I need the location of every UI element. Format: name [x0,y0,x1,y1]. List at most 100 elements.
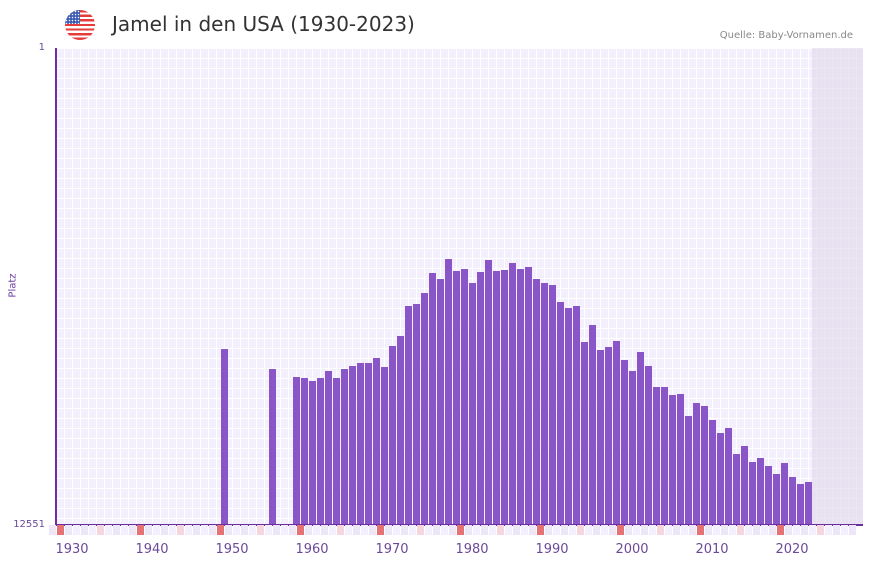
bar-1969[interactable] [380,367,388,525]
bar-1978[interactable] [452,270,460,525]
bar-1958[interactable] [292,377,300,525]
year-marker [384,525,392,535]
bar-1973[interactable] [412,304,420,525]
bar-1988[interactable] [532,278,540,525]
bar-1994[interactable] [580,341,588,525]
bar-1976[interactable] [436,278,444,525]
year-marker [176,525,184,535]
bar-1960[interactable] [308,380,316,525]
bar-2013[interactable] [732,453,740,525]
bar-1996[interactable] [596,349,604,525]
bar-1991[interactable] [556,301,564,525]
bar-2022[interactable] [804,482,812,525]
year-marker [456,525,464,535]
bar-1968[interactable] [372,358,380,525]
bar-1977[interactable] [444,258,452,525]
year-marker [472,525,480,535]
bar-1949[interactable] [220,348,228,525]
year-marker [128,525,136,535]
bar-2003[interactable] [652,387,660,525]
bar-1997[interactable] [604,347,612,525]
bar-2005[interactable] [668,394,676,525]
bar-1974[interactable] [420,293,428,525]
year-marker [416,525,424,535]
year-marker [64,525,72,535]
bar-2020[interactable] [788,477,796,525]
bar-1975[interactable] [428,273,436,525]
bar-2021[interactable] [796,483,804,525]
bar-1979[interactable] [460,268,468,525]
year-marker [232,525,240,535]
bar-2000[interactable] [628,370,636,525]
x-axis-line [55,524,863,526]
year-marker [408,525,416,535]
bar-1992[interactable] [564,307,572,525]
year-marker [256,525,264,535]
bar-1983[interactable] [492,271,500,525]
year-marker [104,525,112,535]
bar-1980[interactable] [468,283,476,525]
bar-1998[interactable] [612,340,620,525]
bar-2017[interactable] [764,465,772,525]
year-marker [80,525,88,535]
year-marker [592,525,600,535]
year-marker [632,525,640,535]
year-marker [768,525,776,535]
bar-1959[interactable] [300,378,308,525]
year-marker [848,525,856,535]
bar-2018[interactable] [772,473,780,525]
bar-2015[interactable] [748,462,756,525]
bar-1981[interactable] [476,272,484,525]
year-marker [56,525,64,535]
bar-1989[interactable] [540,283,548,525]
bar-2002[interactable] [644,366,652,525]
year-marker [560,525,568,535]
bar-1990[interactable] [548,285,556,525]
bar-2011[interactable] [716,432,724,525]
bar-1972[interactable] [404,306,412,525]
y-axis-label: Platz [7,273,19,298]
bar-1993[interactable] [572,306,580,525]
future-shade [812,48,863,525]
bar-2010[interactable] [708,420,716,525]
bar-2016[interactable] [756,457,764,525]
bar-1955[interactable] [268,369,276,525]
bar-1982[interactable] [484,259,492,525]
bar-1987[interactable] [524,266,532,525]
bar-1961[interactable] [316,378,324,525]
year-marker [616,525,624,535]
x-tick-1940: 1940 [135,542,169,557]
bar-1985[interactable] [508,263,516,525]
year-marker [608,525,616,535]
bar-2012[interactable] [724,428,732,525]
bar-1967[interactable] [364,362,372,525]
bar-1971[interactable] [396,336,404,525]
bar-1964[interactable] [340,369,348,525]
bar-2019[interactable] [780,463,788,525]
x-tick-2000: 2000 [615,542,649,557]
bar-1970[interactable] [388,346,396,525]
bar-2006[interactable] [676,393,684,525]
bar-2001[interactable] [636,351,644,525]
year-marker [248,525,256,535]
bar-1984[interactable] [500,269,508,525]
bar-2014[interactable] [740,445,748,525]
year-marker [784,525,792,535]
bar-1999[interactable] [620,359,628,525]
bar-1986[interactable] [516,268,524,525]
bar-2007[interactable] [684,415,692,525]
bar-1963[interactable] [332,378,340,525]
x-tick-2020: 2020 [775,542,809,557]
bar-1966[interactable] [356,362,364,525]
year-marker [704,525,712,535]
bar-1965[interactable] [348,366,356,525]
year-marker [88,525,96,535]
bar-1995[interactable] [588,325,596,525]
bar-2004[interactable] [660,387,668,525]
year-marker [312,525,320,535]
year-marker [320,525,328,535]
bar-2009[interactable] [700,406,708,525]
bar-2008[interactable] [692,402,700,525]
bar-1962[interactable] [324,370,332,525]
year-marker [368,525,376,535]
